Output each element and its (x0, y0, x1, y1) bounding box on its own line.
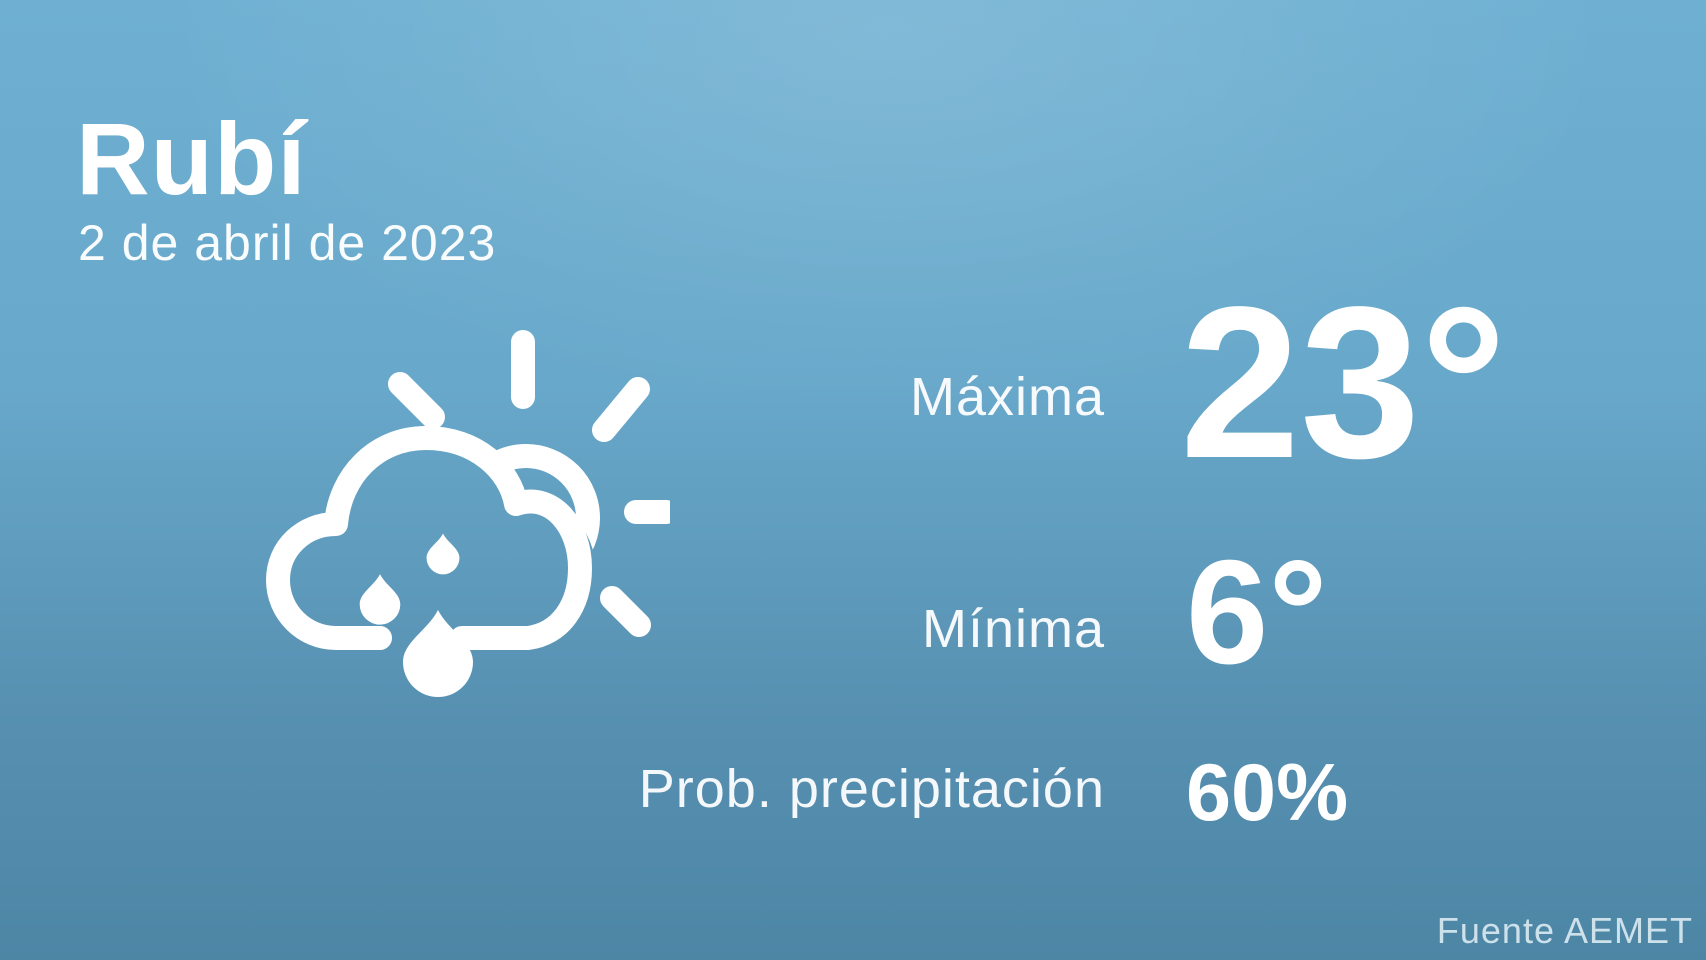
min-temp-value: 6° (1186, 530, 1328, 695)
page-title: Rubí (76, 102, 307, 216)
date-subtitle: 2 de abril de 2023 (78, 215, 497, 271)
source-attribution: Fuente AEMET (1436, 910, 1693, 951)
cloud-outline-icon (266, 426, 592, 650)
sun-behind-rain-cloud-icon (266, 330, 670, 697)
sun-icon (388, 330, 670, 637)
min-temp-label: Mínima (921, 599, 1105, 659)
precip-prob-value: 60% (1186, 748, 1349, 838)
max-temp-value: 23° (1180, 261, 1507, 503)
raindrops-icon (359, 533, 473, 697)
max-temp-label: Máxima (909, 367, 1105, 427)
precip-prob-label: Prob. precipitación (638, 759, 1105, 819)
